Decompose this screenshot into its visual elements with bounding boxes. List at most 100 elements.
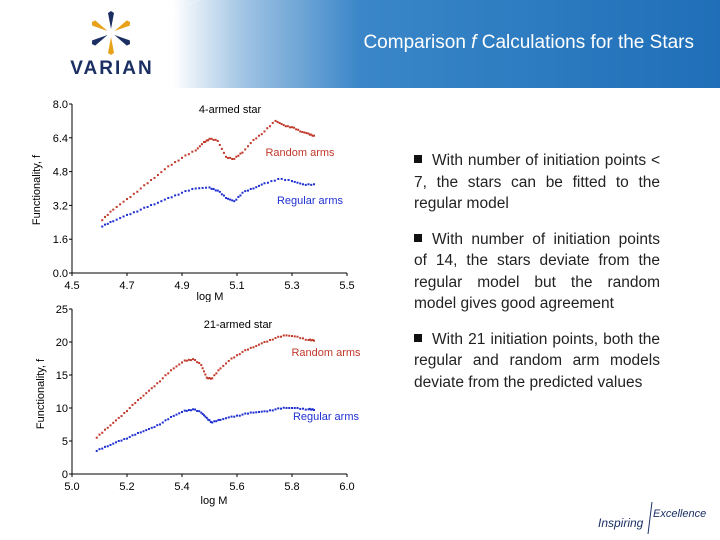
data-point (304, 338, 307, 341)
data-point (126, 198, 128, 201)
data-point (112, 442, 115, 445)
series-label: Random arms (265, 147, 335, 159)
x-tick-label: 5.0 (64, 481, 79, 493)
data-point (308, 338, 311, 341)
y-tick-label: 8.0 (53, 99, 68, 111)
data-point (156, 201, 159, 204)
data-point (307, 408, 310, 411)
data-point (222, 194, 225, 197)
series-regular-arms (95, 406, 315, 452)
data-point (249, 346, 252, 349)
data-point (143, 206, 146, 209)
data-point (136, 190, 139, 193)
data-point (139, 431, 142, 434)
data-point (270, 180, 273, 183)
data-point (220, 193, 223, 196)
data-point (255, 411, 258, 414)
data-point (208, 376, 211, 379)
data-point (131, 403, 134, 406)
x-axis-label: log M (197, 291, 224, 302)
x-tick-label: 4.7 (119, 280, 134, 292)
data-point (117, 440, 120, 442)
data-point (167, 418, 170, 421)
chart-21-armed-star: 0 5 10 15 20 25 5.0 5.2 5.4 5.6 5.8 6.0 Functionalit… (35, 304, 361, 507)
y-axis-label: Functionality, f (31, 154, 43, 225)
data-point (205, 416, 208, 419)
data-point (249, 142, 252, 145)
data-point (123, 438, 126, 441)
data-point (278, 122, 281, 125)
data-point (98, 448, 101, 451)
data-point (175, 365, 178, 368)
data-point (310, 133, 313, 136)
data-point (192, 358, 194, 361)
data-point (101, 447, 104, 450)
y-tick-label: 15 (56, 370, 68, 382)
data-point (164, 374, 167, 377)
data-point (143, 184, 146, 187)
page-title: Comparison f Calculations for the Stars (363, 32, 694, 54)
data-point (303, 131, 306, 134)
data-point (233, 356, 236, 359)
data-point (185, 409, 188, 412)
data-point (241, 413, 244, 416)
data-point (241, 350, 244, 353)
data-point (225, 197, 227, 200)
data-point (263, 182, 266, 185)
data-point (184, 190, 187, 193)
data-point (273, 179, 276, 182)
data-point (129, 213, 132, 216)
data-point (146, 182, 149, 185)
data-point (219, 367, 222, 370)
data-point (122, 200, 125, 203)
data-point (214, 138, 217, 141)
data-point (263, 410, 266, 413)
bullet-text: With 21 initiation points, both the regu… (414, 330, 660, 391)
y-tick-label: 25 (56, 304, 68, 316)
data-point (200, 364, 203, 367)
data-point (181, 410, 183, 413)
varian-star-icon (91, 11, 131, 55)
data-point (211, 377, 214, 380)
data-point (291, 126, 293, 129)
series-label: Random arms (291, 347, 361, 359)
data-point (131, 434, 134, 437)
data-point (239, 194, 242, 197)
data-point (266, 127, 269, 130)
data-point (247, 348, 249, 351)
data-point (148, 427, 150, 430)
data-point (211, 421, 214, 424)
y-tick-label: 0 (62, 469, 68, 481)
y-tick-label: 20 (56, 337, 68, 349)
data-point (210, 137, 213, 140)
data-point (216, 139, 219, 142)
data-point (260, 133, 263, 136)
bullet-square-icon (414, 155, 422, 163)
data-point (178, 412, 181, 415)
data-point (136, 210, 139, 213)
data-point (313, 408, 315, 411)
data-point (208, 419, 211, 422)
data-point (187, 153, 190, 156)
data-point (291, 407, 293, 409)
data-point (196, 147, 199, 150)
data-point (187, 358, 190, 361)
data-point (231, 199, 234, 202)
data-point (255, 186, 258, 189)
data-point (181, 191, 183, 194)
data-point (191, 187, 194, 190)
data-point (109, 210, 112, 213)
data-point (225, 155, 227, 158)
data-point (282, 124, 285, 127)
data-point (117, 416, 120, 419)
data-point (170, 415, 172, 418)
y-tick-label: 10 (56, 403, 68, 415)
data-point (106, 222, 109, 225)
data-point (207, 377, 210, 380)
bullet-item: With number of initiation points < 7, th… (414, 150, 660, 215)
data-point (205, 376, 208, 379)
y-tick-label: 6.4 (53, 133, 68, 145)
data-point (284, 125, 287, 128)
data-point (189, 359, 192, 362)
data-point (112, 220, 115, 223)
